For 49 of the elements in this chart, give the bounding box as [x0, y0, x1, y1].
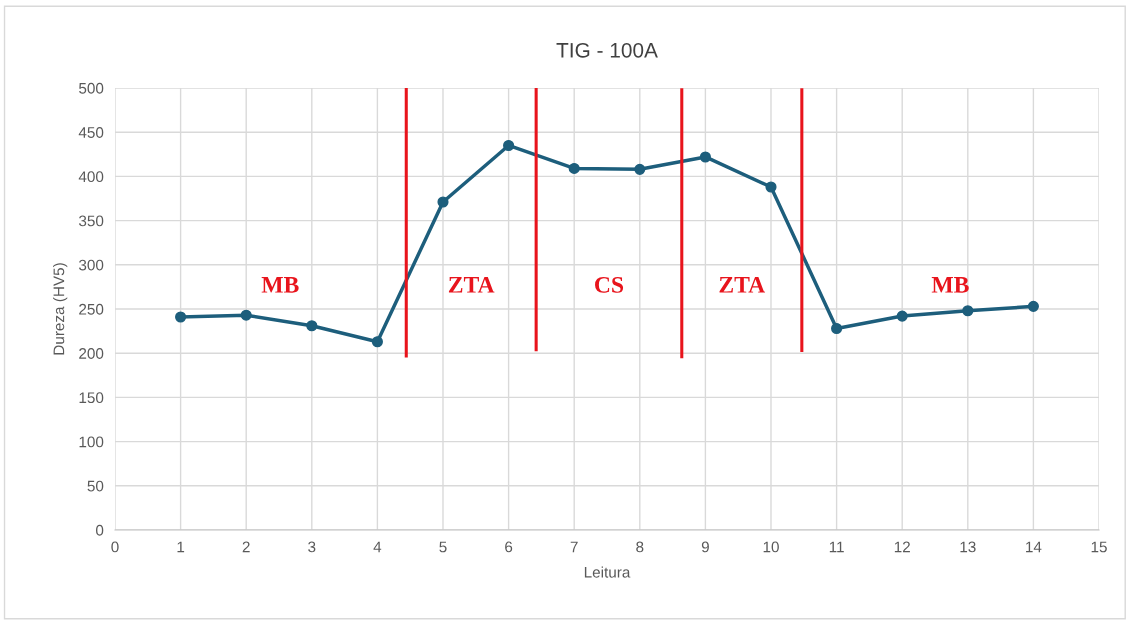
x-tick-label: 10	[763, 541, 779, 553]
y-tick-label: 200	[79, 348, 104, 359]
point	[437, 196, 449, 208]
y-tick-label: 450	[78, 127, 104, 138]
point	[634, 163, 646, 175]
y-tick-label: 100	[79, 436, 104, 448]
x-tick-label: 14	[1026, 541, 1042, 553]
annotation: ZTA	[719, 276, 766, 293]
x-tick-label: 15	[1091, 541, 1107, 553]
x-tick-label: 0	[111, 541, 119, 553]
annotation: CS	[595, 276, 624, 293]
x-tick-label: 8	[636, 541, 644, 553]
annotation: ZTA	[448, 276, 495, 293]
y-tick-label: 300	[78, 259, 104, 271]
point	[175, 311, 187, 323]
x-tick-label: 1	[177, 541, 185, 553]
y-tick-label: 250	[79, 303, 104, 315]
y-tick-label: 500	[79, 82, 104, 94]
annotation: MB	[261, 277, 299, 293]
point	[240, 309, 252, 321]
y-axis-title: Dureza (HV5)	[53, 263, 68, 355]
x-tick-label: 6	[505, 541, 513, 553]
point	[503, 139, 515, 152]
y-tick-label: 0	[95, 524, 104, 536]
point	[699, 151, 711, 163]
point	[896, 310, 908, 322]
point	[1027, 300, 1039, 312]
point	[962, 305, 974, 317]
y-tick-label: 350	[78, 215, 104, 227]
y-tick-label: 50	[87, 480, 104, 492]
x-tick-label: 12	[894, 541, 910, 553]
point	[371, 336, 383, 348]
y-tick-label: 150	[79, 392, 104, 404]
x-tick-label: 2	[242, 541, 250, 553]
x-tick-label: 13	[960, 541, 976, 553]
x-tick-label: 5	[439, 541, 447, 553]
point	[831, 322, 843, 335]
chart-title: TIG - 100A	[556, 42, 658, 58]
x-tick-label: 4	[373, 541, 382, 553]
x-tick-label: 3	[308, 541, 316, 553]
x-tick-label: 11	[829, 541, 844, 553]
x-tick-label: 9	[701, 541, 709, 553]
point	[568, 162, 580, 175]
point	[765, 181, 777, 193]
annotation: MB	[931, 277, 969, 293]
x-tick-label: 7	[570, 541, 578, 553]
x-axis-title: Leitura	[584, 566, 631, 578]
point	[306, 320, 318, 332]
y-tick-label: 400	[78, 171, 104, 183]
